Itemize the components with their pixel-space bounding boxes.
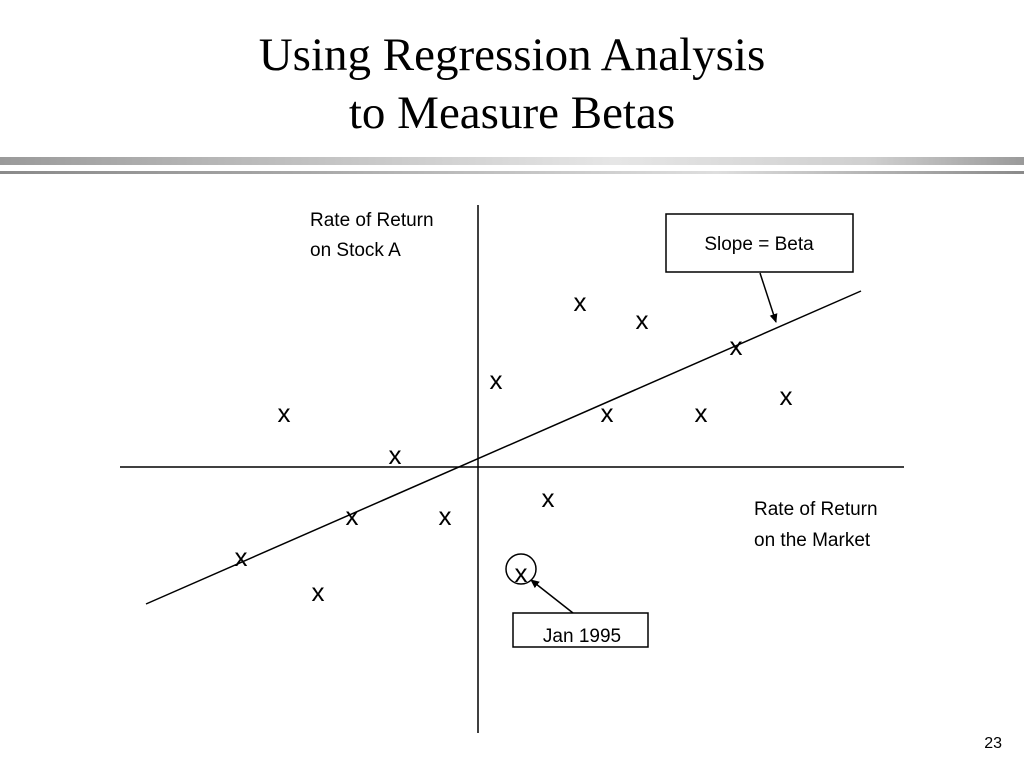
scatter-point-marker: x <box>439 501 452 531</box>
slide-title: Using Regression Analysis to Measure Bet… <box>0 26 1024 142</box>
x-axis-label-line-1: Rate of Return <box>754 499 878 520</box>
highlight-callout-text: Jan 1995 <box>543 626 621 647</box>
y-axis-label-line-2: on Stock A <box>310 240 401 261</box>
title-divider-thin <box>0 171 1024 174</box>
scatter-point-marker: x <box>730 331 743 361</box>
highlighted-point-circle <box>505 553 537 585</box>
scatter-point-marker: x <box>695 398 708 428</box>
slope-callout-arrow <box>759 272 778 323</box>
scatter-point-marker: x <box>515 558 528 588</box>
y-axis-label-line-1: Rate of Return <box>310 210 434 231</box>
x-axis-label-line-2: on the Market <box>754 530 871 551</box>
scatter-point-marker: x <box>574 287 587 317</box>
slide-title-line-1: Using Regression Analysis <box>258 29 766 81</box>
highlight-callout-arrow <box>530 579 574 614</box>
scatter-point-marker: x <box>542 483 555 513</box>
scatter-point-marker: x <box>235 542 248 572</box>
slope-callout-text: Slope = Beta <box>704 234 814 255</box>
scatter-point-marker: x <box>636 305 649 335</box>
scatter-point-marker: x <box>278 398 291 428</box>
regression-line <box>145 290 862 605</box>
title-divider-thick <box>0 157 1024 165</box>
scatter-point-marker: x <box>312 577 325 607</box>
slide-title-line-2: to Measure Betas <box>348 87 676 139</box>
scatter-point-marker: x <box>780 381 793 411</box>
page-number: 23 <box>984 735 1002 752</box>
highlight-callout-box <box>512 612 649 648</box>
scatter-point-marker: x <box>346 501 359 531</box>
scatter-point-marker: x <box>601 398 614 428</box>
scatter-point-marker: x <box>389 440 402 470</box>
slope-callout-box <box>665 213 854 273</box>
scatter-point-marker: x <box>490 365 503 395</box>
